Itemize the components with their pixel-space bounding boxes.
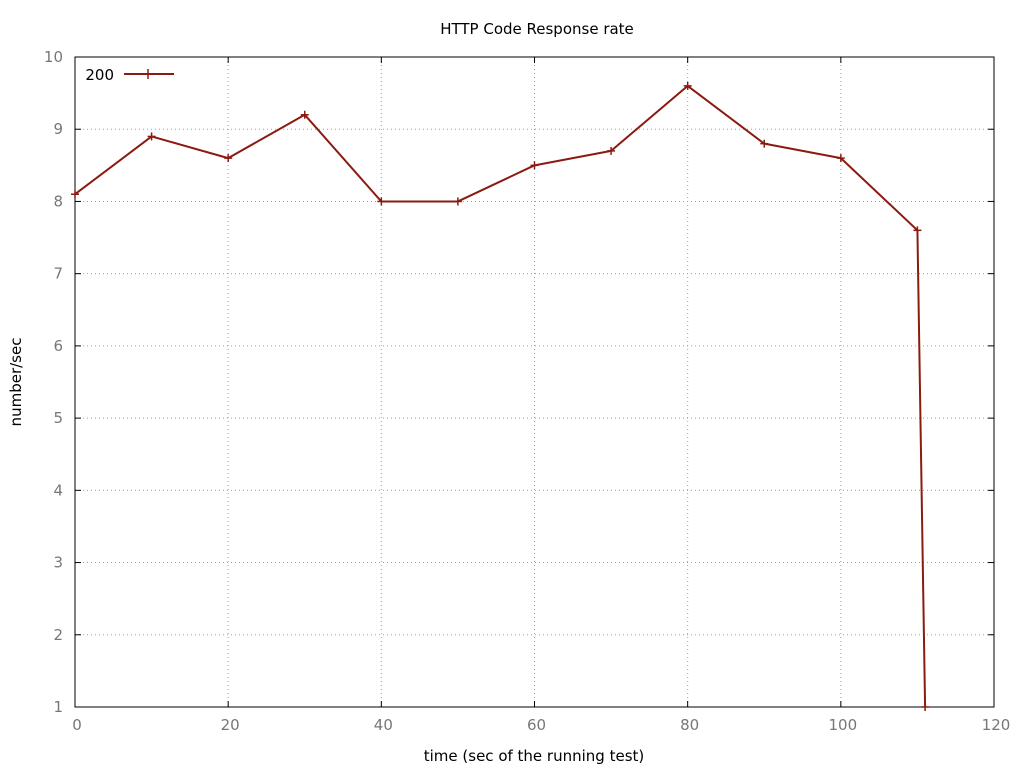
y-tick-label: 3 [53,554,63,572]
y-tick-label: 6 [53,337,63,355]
data-point [760,139,769,148]
chart-title: HTTP Code Response rate [440,20,634,38]
data-point [607,146,616,155]
series-layer [71,81,930,711]
y-tick-label: 1 [53,698,63,716]
x-tick-label: 20 [221,716,240,734]
legend: 200 [85,66,174,84]
x-axis-label: time (sec of the running test) [424,747,645,765]
y-tick-label: 5 [53,409,63,427]
data-point [836,154,845,163]
data-point [300,110,309,119]
x-tick-label: 80 [680,716,699,734]
x-tick-label: 120 [982,716,1011,734]
data-point [224,154,233,163]
data-point [921,703,930,711]
data-point [913,226,922,235]
data-point [683,81,692,90]
y-axis-label: number/sec [7,338,25,427]
y-tick-label: 2 [53,626,63,644]
data-point [71,190,79,199]
data-point [377,197,386,206]
y-tick-label: 9 [53,120,63,138]
axis-ticks: 0 20 40 60 80 100 120 1 2 3 4 5 6 7 8 9 10 [44,48,1010,734]
legend-label: 200 [85,66,114,84]
y-tick-label: 8 [53,192,63,210]
x-tick-label: 40 [374,716,393,734]
series-line-200 [74,84,927,708]
y-tick-label: 7 [53,265,63,283]
legend-marker-icon [143,69,153,79]
data-point [530,161,539,170]
y-tick-label: 10 [44,48,63,66]
y-tick-label: 4 [53,481,63,499]
x-tick-label: 0 [72,716,82,734]
x-tick-label: 100 [829,716,858,734]
x-tick-label: 60 [527,716,546,734]
data-point [147,132,156,141]
data-point [453,197,462,206]
